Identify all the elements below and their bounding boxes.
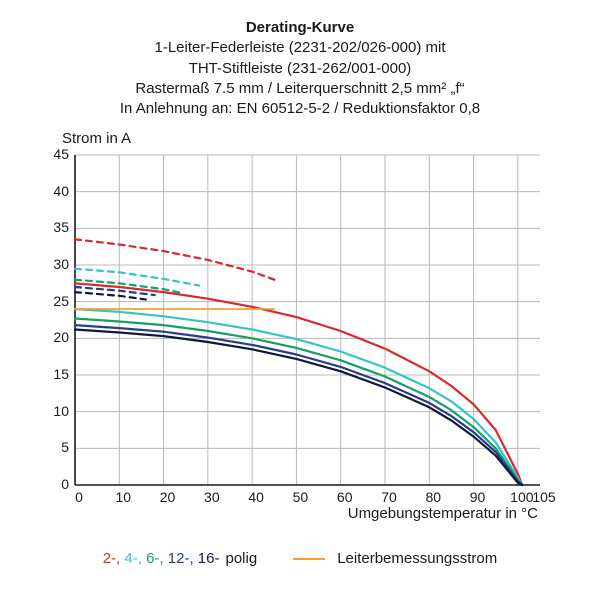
legend-item: 4-,	[124, 550, 146, 567]
x-tick: 40	[242, 489, 270, 505]
legend-item: 6-,	[146, 550, 168, 567]
y-tick: 20	[45, 329, 69, 345]
y-tick: 45	[45, 146, 69, 162]
legend-suffix: polig	[225, 550, 257, 567]
x-tick: 60	[331, 489, 359, 505]
legend-item: 16-	[198, 550, 220, 567]
y-tick: 30	[45, 256, 69, 272]
x-tick: 70	[375, 489, 403, 505]
y-tick: 35	[45, 219, 69, 235]
y-tick: 15	[45, 366, 69, 382]
legend-item: 2-,	[103, 550, 125, 567]
y-tick: 25	[45, 293, 69, 309]
legend-series: 2-, 4-, 6-, 12-, 16-	[103, 550, 220, 567]
y-tick: 5	[45, 439, 69, 455]
y-tick: 10	[45, 403, 69, 419]
legend-rated-label: Leiterbemessungsstrom	[337, 550, 497, 567]
y-tick: 40	[45, 183, 69, 199]
x-axis-label: Umgebungstemperatur in °C	[348, 505, 538, 522]
x-tick: 50	[286, 489, 314, 505]
x-tick: 20	[154, 489, 182, 505]
x-tick: 105	[530, 489, 558, 505]
x-tick: 10	[109, 489, 137, 505]
y-tick: 0	[45, 476, 69, 492]
legend-rated-swatch	[293, 558, 325, 560]
legend-item: 12-,	[168, 550, 198, 567]
x-tick: 0	[65, 489, 93, 505]
legend: 2-, 4-, 6-, 12-, 16- polig Leiterbemessu…	[0, 550, 600, 567]
x-tick: 90	[464, 489, 492, 505]
x-tick: 30	[198, 489, 226, 505]
x-tick: 80	[419, 489, 447, 505]
page: Derating-Kurve 1-Leiter-Federleiste (223…	[0, 0, 600, 600]
